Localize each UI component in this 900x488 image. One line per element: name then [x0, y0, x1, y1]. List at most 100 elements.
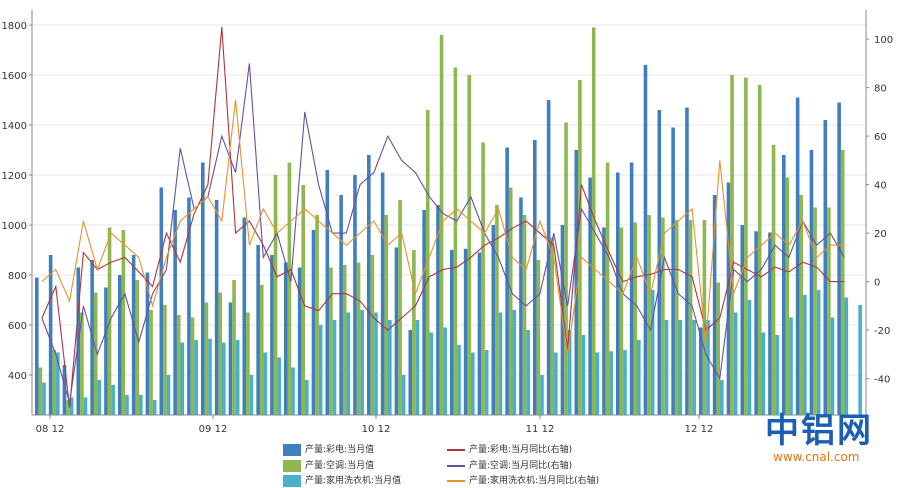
bar-1-30 [436, 205, 440, 415]
bar-1-41 [588, 177, 592, 415]
bar-3-5 [97, 380, 102, 415]
bar-1-22 [325, 170, 330, 415]
y-right-tick-label-7: 100 [874, 35, 893, 46]
bar-1-24 [353, 175, 357, 415]
x-tick-label-1: 09 12 [199, 424, 228, 435]
bar-2-53 [757, 85, 762, 415]
bar-3-51 [733, 312, 738, 415]
bar-2-51 [730, 75, 734, 415]
bar-1-31 [450, 250, 454, 415]
bar-3-17 [263, 352, 268, 415]
bar-2-39 [564, 122, 568, 415]
bar-2-25 [370, 255, 375, 415]
bar-3-4 [83, 397, 88, 415]
legend-swatch-ac-output [283, 459, 301, 472]
bar-2-2 [52, 350, 57, 415]
bar-1-21 [311, 230, 316, 415]
bar-1-55 [782, 155, 786, 415]
bar-1-29 [422, 210, 426, 415]
y-right-tick-label-6: 80 [874, 84, 887, 95]
bar-1-10 [159, 187, 164, 415]
y-right-tick-label-1: -20 [874, 326, 890, 337]
bar-2-3 [66, 400, 70, 415]
bar-3-11 [180, 342, 185, 415]
bar-3-48 [692, 320, 696, 415]
x-tick-label-4: 12 12 [685, 424, 714, 435]
bar-3-32 [471, 352, 475, 415]
bar-3-35 [512, 310, 517, 415]
bar-3-29 [429, 332, 434, 415]
bar-3-21 [318, 325, 323, 415]
legend-label-tv-yoy: 产量:彩电:当月同比(右轴) [469, 445, 573, 455]
y-right-tick-label-5: 60 [874, 132, 887, 143]
bar-2-44 [633, 222, 638, 415]
bar-2-38 [550, 237, 555, 415]
bar-3-37 [540, 375, 544, 415]
bar-2-13 [204, 302, 209, 415]
series-line-1 [41, 26, 845, 408]
bar-3-30 [443, 327, 447, 415]
y-left-tick-label-5: 1400 [2, 121, 27, 132]
bar-1-28 [408, 330, 413, 415]
bar-2-1 [38, 367, 43, 415]
bar-1-59 [837, 102, 841, 415]
bar-2-43 [619, 227, 624, 415]
bar-2-36 [522, 215, 527, 415]
bar-2-55 [785, 177, 790, 415]
bar-1-36 [519, 197, 523, 415]
logo-text: 中铝网 [765, 411, 873, 451]
bar-1-3 [62, 365, 67, 415]
bar-3-7 [125, 395, 129, 415]
bar-1-49 [699, 327, 703, 415]
bar-1-57 [809, 150, 814, 415]
bar-3-53 [761, 332, 766, 415]
bar-1-48 [685, 107, 689, 415]
bar-1-54 [768, 232, 772, 415]
legend-item-tv-yoy: 产量:彩电:当月同比(右轴) [447, 442, 572, 455]
bar-1-40 [574, 150, 579, 415]
bar-1-56 [795, 97, 800, 415]
bar-2-17 [259, 285, 264, 415]
bar-1-8 [131, 255, 136, 415]
bar-2-52 [744, 77, 748, 415]
bar-3-31 [457, 345, 461, 415]
bar-1-52 [740, 225, 745, 415]
x-tick-label-0: 08 12 [36, 424, 65, 435]
bar-3-15 [235, 340, 240, 415]
y-left-tick-label-7: 1800 [2, 21, 27, 32]
bar-1-51 [726, 182, 731, 415]
bar-3-10 [166, 375, 171, 415]
bar-1-20 [297, 267, 302, 415]
bar-3-22 [332, 320, 337, 415]
bar-2-47 [674, 220, 679, 415]
bar-3-27 [401, 375, 406, 415]
series-line-3 [41, 99, 845, 355]
bar-3-12 [194, 340, 198, 415]
legend-swatch-washer-yoy [447, 479, 465, 482]
bar-2-4 [80, 312, 84, 415]
bar-2-33 [481, 142, 485, 415]
bar-3-6 [111, 385, 115, 415]
bar-1-50 [712, 195, 717, 415]
bar-2-11 [176, 315, 181, 415]
bar-3-57 [816, 290, 821, 415]
y-right-tick-label-0: -40 [874, 375, 890, 386]
bar-2-56 [799, 195, 804, 415]
bar-3-46 [664, 320, 669, 415]
y-left-tick-label-4: 1200 [2, 171, 27, 182]
bar-2-16 [246, 312, 250, 415]
bar-3-26 [388, 320, 392, 415]
bar-3-52 [747, 300, 752, 415]
bar-1-15 [228, 302, 233, 415]
bar-3-3 [69, 397, 74, 415]
bar-2-32 [467, 75, 472, 415]
bar-3-1 [42, 382, 46, 415]
bar-3-43 [623, 350, 627, 415]
bar-1-25 [367, 155, 371, 415]
bar-2-49 [702, 220, 707, 415]
bar-3-33 [484, 350, 489, 415]
legend-label-tv-output: 产量:彩电:当月值 [305, 445, 375, 455]
bar-1-34 [491, 225, 496, 415]
bar-1-16 [242, 217, 247, 415]
legend-swatch-ac-yoy [447, 464, 465, 467]
